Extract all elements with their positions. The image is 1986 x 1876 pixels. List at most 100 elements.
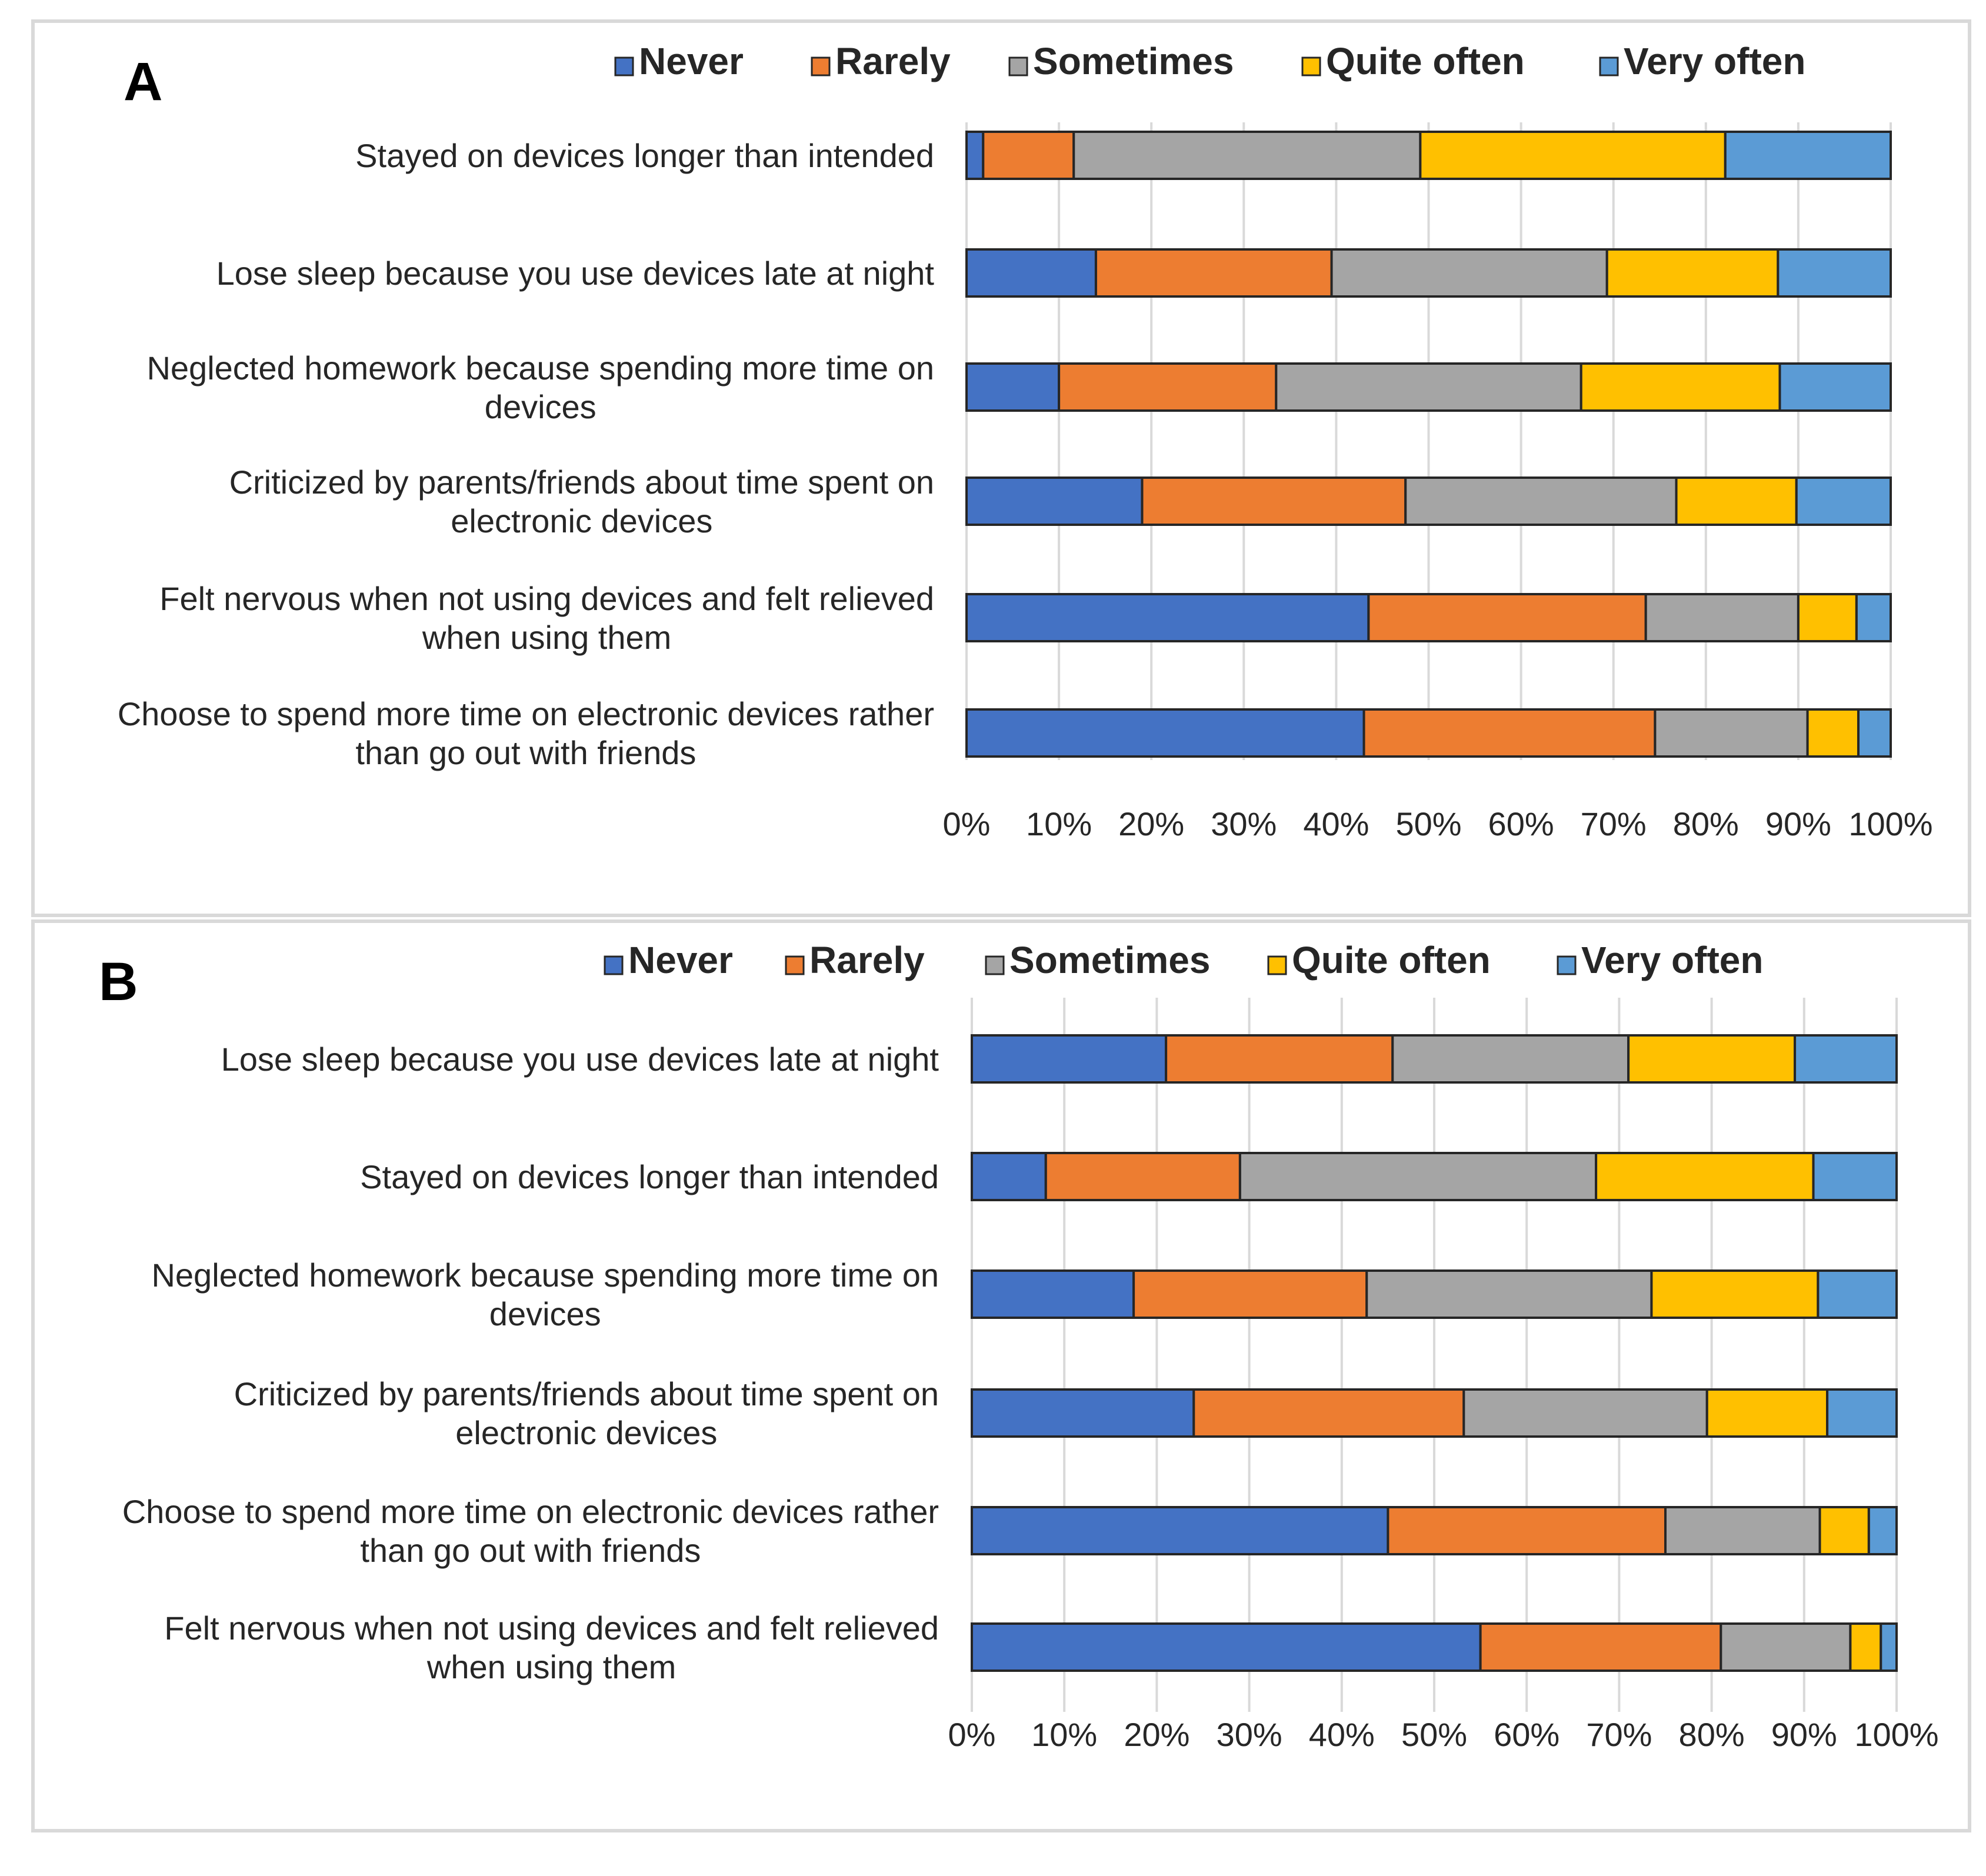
- x-tick-label: 20%: [1118, 805, 1184, 842]
- legend-label-never: Never: [628, 939, 733, 981]
- bar-segment-quite-often: [1849, 1622, 1882, 1672]
- bar-segment-very-often: [1777, 248, 1892, 298]
- x-tick-label: 30%: [1217, 1716, 1282, 1753]
- x-tick-label: 30%: [1211, 805, 1277, 842]
- x-tick-label: 40%: [1303, 805, 1369, 842]
- bar-segment-sometimes: [1275, 362, 1582, 412]
- category-label: Neglected homework because spending more…: [151, 1257, 939, 1294]
- bar-segment-rarely: [1367, 593, 1647, 642]
- bar-segment-never: [971, 1622, 1482, 1672]
- bar-segment-never: [971, 1034, 1168, 1084]
- bar-segment-very-often: [1826, 1388, 1898, 1438]
- bar-segment-never: [971, 1152, 1047, 1201]
- x-tick-label: 90%: [1771, 1716, 1837, 1753]
- legend-swatch-quite-often: [1301, 56, 1321, 76]
- bar-segment-quite-often: [1419, 131, 1727, 180]
- legend-label-very-often: Very often: [1581, 939, 1763, 981]
- category-label: Felt nervous when not using devices and …: [159, 580, 934, 617]
- bar-segment-never: [965, 593, 1370, 642]
- bar-segment-quite-often: [1605, 248, 1780, 298]
- legend-swatch-rarely: [811, 56, 831, 76]
- bar-segment-rarely: [1387, 1506, 1667, 1555]
- legend-swatch-rarely: [785, 955, 805, 975]
- category-label: devices: [485, 388, 597, 425]
- x-tick-label: 60%: [1488, 805, 1554, 842]
- x-tick-label: 0%: [943, 805, 991, 842]
- bar-segment-rarely: [1044, 1152, 1241, 1201]
- bar-segment-very-often: [1812, 1152, 1898, 1201]
- bar-segment-never: [971, 1269, 1135, 1319]
- panel-b: B Never Rarely Sometimes Quite often Very oft…: [31, 919, 1971, 1832]
- legend-swatch-sometimes: [985, 955, 1005, 975]
- legend-swatch-quite-often: [1267, 955, 1287, 975]
- category-label: electronic devices: [451, 502, 712, 539]
- legend-swatch-sometimes: [1008, 56, 1028, 76]
- legend-swatch-very-often: [1599, 56, 1619, 76]
- bar-segment-quite-often: [1806, 708, 1860, 758]
- x-tick-label: 80%: [1679, 1716, 1745, 1753]
- x-tick-label: 100%: [1854, 1716, 1938, 1753]
- x-tick-label: 0%: [948, 1716, 996, 1753]
- bar-segment-quite-often: [1580, 362, 1781, 412]
- bar-segment-sometimes: [1391, 1034, 1630, 1084]
- bar-segment-very-often: [1724, 131, 1892, 180]
- bar-segment-rarely: [1058, 362, 1278, 412]
- bar-segment-quite-often: [1797, 593, 1858, 642]
- panel-a: A Never Rarely Sometimes Quite often Very oft…: [31, 19, 1971, 917]
- legend-swatch-never: [604, 955, 624, 975]
- bar-segment-rarely: [1165, 1034, 1394, 1084]
- bar-segment-sometimes: [1238, 1152, 1598, 1201]
- legend-swatch-never: [614, 56, 634, 76]
- bar-segment-quite-often: [1627, 1034, 1797, 1084]
- category-label: Lose sleep because you use devices late …: [216, 255, 935, 292]
- category-label: electronic devices: [455, 1414, 717, 1451]
- bar-segment-very-often: [1855, 593, 1892, 642]
- x-tick-label: 50%: [1401, 1716, 1467, 1753]
- category-label: when using them: [426, 1648, 676, 1685]
- legend-swatch-very-often: [1557, 955, 1577, 975]
- bar-segment-never: [971, 1388, 1195, 1438]
- bar-segment-very-often: [1867, 1506, 1898, 1555]
- bar-segment-very-often: [1857, 708, 1892, 758]
- bar-segment-sometimes: [1720, 1622, 1852, 1672]
- category-label: Lose sleep because you use devices late …: [221, 1041, 939, 1078]
- bar-segment-rarely: [1192, 1388, 1465, 1438]
- category-label: Felt nervous when not using devices and …: [164, 1610, 939, 1647]
- category-label: devices: [489, 1295, 601, 1332]
- bar-segment-quite-often: [1650, 1269, 1820, 1319]
- bar-segment-rarely: [982, 131, 1075, 180]
- bar-segment-sometimes: [1072, 131, 1422, 180]
- x-tick-label: 80%: [1673, 805, 1739, 842]
- x-tick-label: 10%: [1031, 1716, 1097, 1753]
- bar-segment-never: [965, 131, 985, 180]
- legend-label-quite-often: Quite often: [1326, 40, 1525, 82]
- category-label: Choose to spend more time on electronic …: [122, 1493, 939, 1530]
- x-tick-label: 70%: [1581, 805, 1647, 842]
- bar-segment-very-often: [1795, 477, 1892, 526]
- bar-segment-very-often: [1794, 1034, 1898, 1084]
- bar-segment-never: [965, 477, 1144, 526]
- legend-label-sometimes: Sometimes: [1009, 939, 1210, 981]
- bar-segment-sometimes: [1365, 1269, 1653, 1319]
- bar-segment-rarely: [1362, 708, 1657, 758]
- x-tick-label: 50%: [1395, 805, 1461, 842]
- bar-segment-quite-often: [1705, 1388, 1829, 1438]
- bar-segment-never: [965, 708, 1365, 758]
- bar-segment-very-often: [1880, 1622, 1898, 1672]
- category-label: Stayed on devices longer than intended: [360, 1158, 939, 1195]
- category-label: Criticized by parents/friends about time…: [229, 464, 934, 501]
- bar-segment-very-often: [1778, 362, 1892, 412]
- legend-label-rarely: Rarely: [835, 40, 951, 82]
- x-tick-label: 70%: [1586, 1716, 1652, 1753]
- bar-segment-rarely: [1094, 248, 1333, 298]
- bar-segment-sometimes: [1644, 593, 1800, 642]
- bar-segment-sometimes: [1654, 708, 1809, 758]
- bar-segment-quite-often: [1595, 1152, 1815, 1201]
- bar-segment-quite-often: [1675, 477, 1798, 526]
- category-label: Stayed on devices longer than intended: [355, 137, 934, 174]
- bar-segment-rarely: [1132, 1269, 1368, 1319]
- legend-label-quite-often: Quite often: [1292, 939, 1491, 981]
- bar-segment-sometimes: [1404, 477, 1678, 526]
- bar-segment-very-often: [1817, 1269, 1898, 1319]
- legend-label-rarely: Rarely: [809, 939, 925, 981]
